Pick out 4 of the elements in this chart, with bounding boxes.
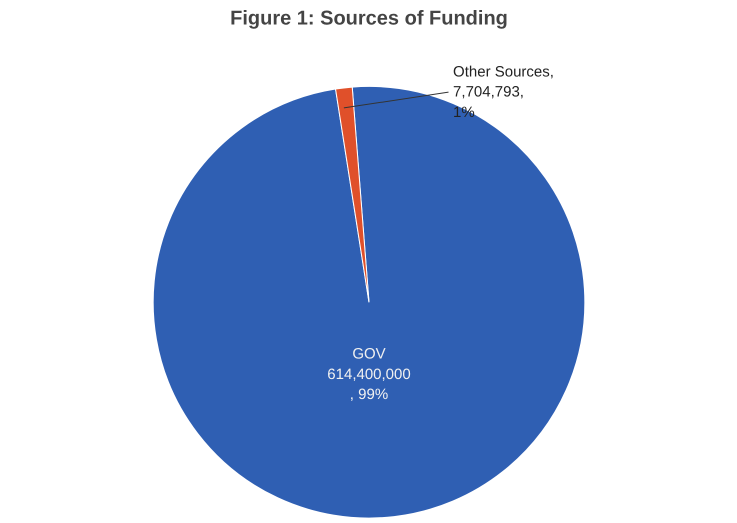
chart-title: Figure 1: Sources of Funding	[230, 8, 508, 30]
slice-label: Other Sources, 7,704,793, 1%	[453, 63, 554, 122]
slice-label: GOV	[352, 345, 386, 362]
data-label: 614,400,000 , 99%	[327, 366, 411, 404]
